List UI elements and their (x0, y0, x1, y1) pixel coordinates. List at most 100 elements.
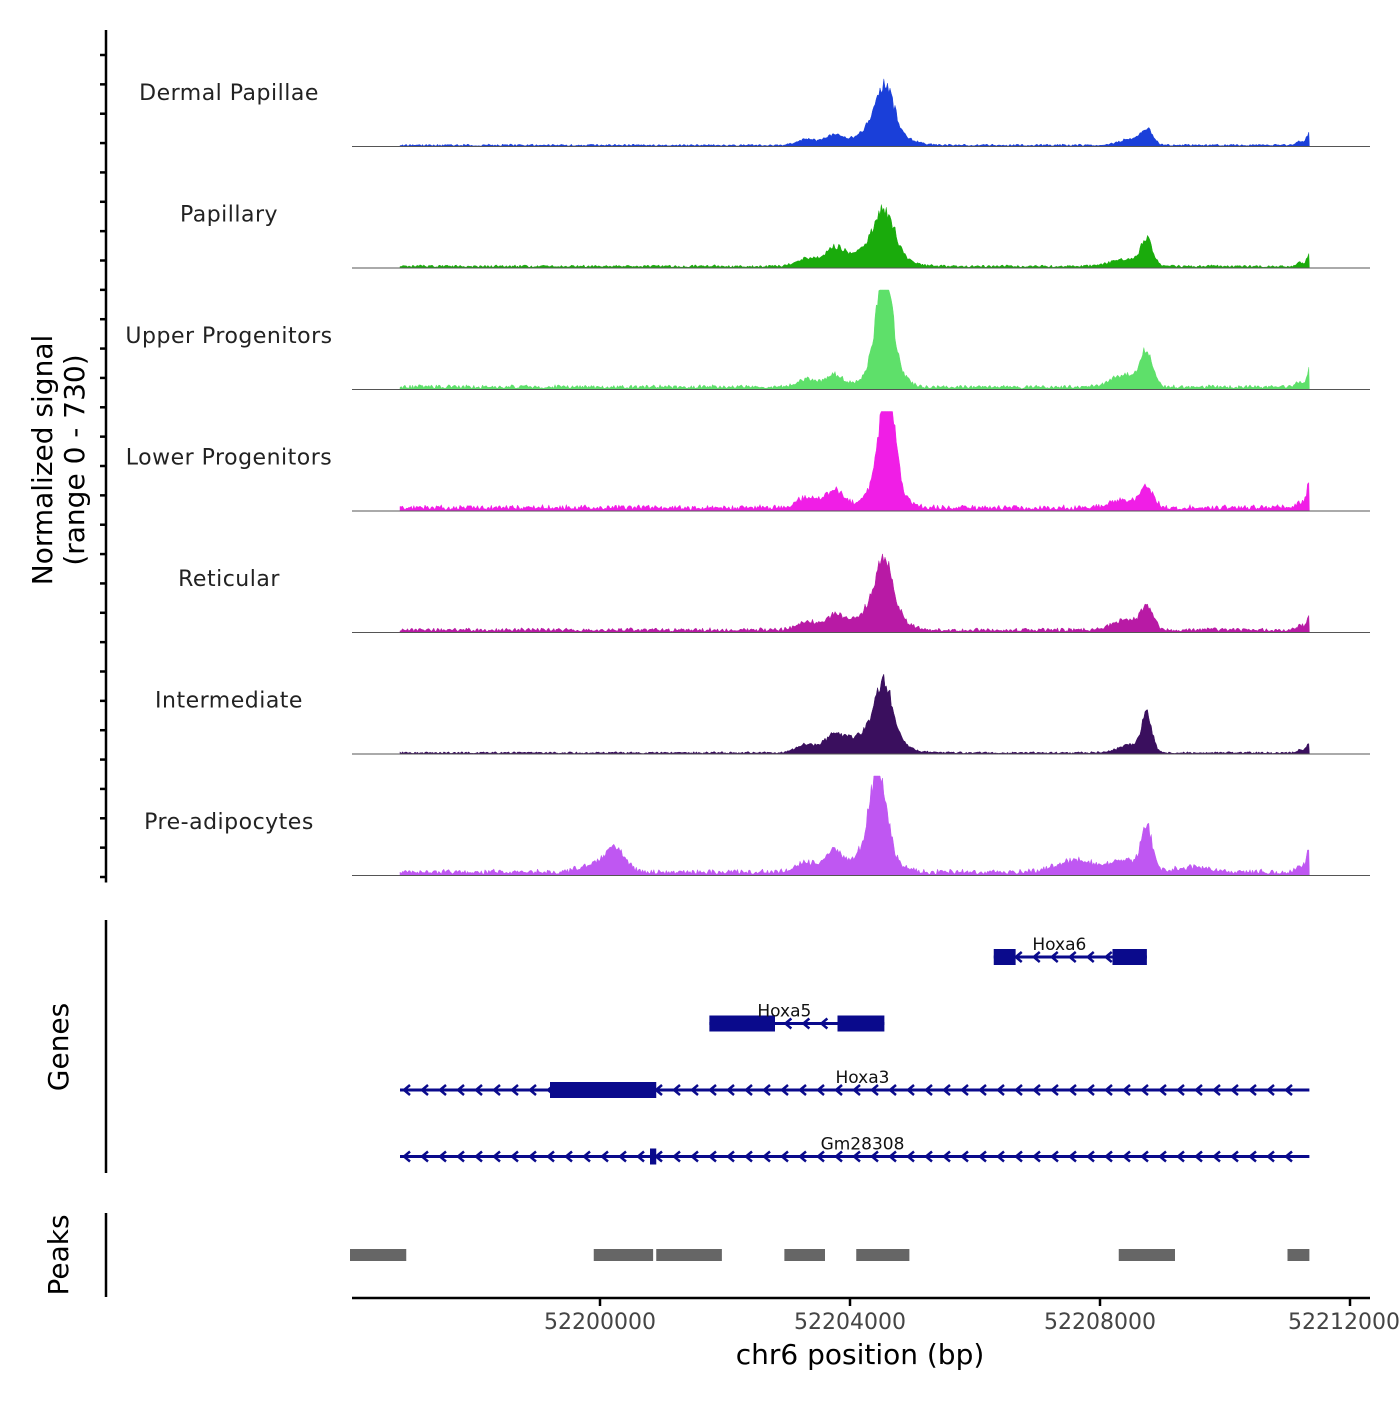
strand-arrow (438, 1084, 447, 1096)
strand-arrow (852, 1150, 861, 1163)
signal-area (399, 775, 1310, 876)
strand-arrow (672, 1150, 681, 1163)
strand-arrow (888, 1084, 897, 1096)
track-intermediate: Intermediate (155, 673, 1370, 755)
strand-arrow (801, 1017, 811, 1030)
strand-arrow (1266, 1084, 1275, 1096)
strand-arrow (672, 1084, 681, 1096)
track-label: Dermal Papillae (139, 81, 319, 106)
strand-arrow (1140, 1084, 1149, 1096)
strand-arrow (924, 1150, 933, 1163)
strand-arrow (762, 1084, 771, 1096)
strand-arrow (1122, 1084, 1131, 1096)
strand-arrow (816, 1084, 825, 1096)
x-tick-label: 52204000 (794, 1310, 906, 1335)
signal-area (399, 78, 1310, 147)
strand-arrow (456, 1084, 465, 1096)
strand-arrow (834, 1150, 843, 1163)
strand-arrow (960, 1084, 969, 1096)
strand-arrow (1014, 1150, 1023, 1163)
strand-arrow (744, 1150, 753, 1163)
strand-arrow (996, 1084, 1005, 1096)
gene-label: Gm28308 (821, 1135, 905, 1155)
strand-arrow (744, 1084, 753, 1096)
strand-arrow (924, 1084, 933, 1096)
gene-hoxa5: Hoxa5 (709, 1002, 885, 1032)
strand-arrow (510, 1150, 519, 1163)
gene-exon (709, 1015, 775, 1032)
gene-hoxa3: Hoxa3 (400, 1068, 1310, 1098)
track-lower-progenitors: Lower Progenitors (126, 411, 1370, 512)
signal-area (399, 673, 1310, 755)
strand-arrow (1085, 951, 1095, 963)
peaks-panel: Peaks (42, 1213, 1310, 1297)
strand-arrow (690, 1150, 699, 1163)
strand-arrow (780, 1150, 789, 1163)
strand-arrow (780, 1084, 789, 1096)
strand-arrow (1248, 1150, 1257, 1163)
strand-arrow (546, 1150, 555, 1163)
gene-hoxa6: Hoxa6 (993, 935, 1147, 965)
strand-arrow (1284, 1084, 1293, 1096)
strand-arrow (420, 1150, 429, 1163)
strand-arrow (762, 1150, 771, 1163)
signal-tracks: Dermal Papillae Papillary Upper Progenitor… (125, 78, 1370, 876)
strand-arrow (906, 1084, 915, 1096)
x-axis: 52200000 52204000 52208000 52212000 chr6 po… (352, 1296, 1400, 1371)
strand-arrow (1284, 1150, 1293, 1163)
strand-arrow (1068, 1150, 1077, 1163)
strand-arrow (1158, 1084, 1167, 1096)
track-label: Pre-adipocytes (144, 810, 314, 835)
strand-arrow (582, 1150, 591, 1163)
strand-arrow (1194, 1084, 1203, 1096)
strand-arrow (783, 1017, 793, 1030)
strand-arrow (816, 1150, 825, 1163)
strand-arrow (798, 1084, 807, 1096)
strand-arrow (456, 1150, 465, 1163)
strand-arrow (1248, 1084, 1257, 1096)
strand-arrow (1176, 1150, 1185, 1163)
strand-arrow (726, 1150, 735, 1163)
strand-arrow (1122, 1150, 1131, 1163)
peak-region (1287, 1249, 1310, 1261)
track-label: Upper Progenitors (125, 324, 332, 349)
track-label: Papillary (180, 203, 278, 228)
peaks-y-label: Peaks (42, 1214, 75, 1295)
x-tick-label: 52212000 (1288, 1310, 1400, 1335)
strand-arrow (819, 1017, 829, 1030)
gene-label: Hoxa5 (757, 1002, 811, 1022)
strand-arrow (1086, 1150, 1095, 1163)
strand-arrow (438, 1150, 447, 1163)
peak-region (350, 1249, 407, 1261)
strand-arrow (1158, 1150, 1167, 1163)
genes-y-label: Genes (42, 1003, 75, 1091)
strand-arrow (852, 1084, 861, 1096)
strand-arrow (870, 1150, 879, 1163)
signal-panel: Dermal Papillae Papillary Upper Progenitor… (26, 30, 1370, 883)
peak-region (656, 1249, 722, 1261)
gene-exon (550, 1082, 657, 1098)
strand-arrow (1230, 1084, 1239, 1096)
strand-arrow (1230, 1150, 1239, 1163)
strand-arrow (942, 1084, 951, 1096)
gene-exon (1112, 949, 1147, 965)
track-papillary: Papillary (180, 203, 1370, 269)
strand-arrow (1032, 1150, 1041, 1163)
x-tick-label: 52200000 (544, 1310, 656, 1335)
track-label: Lower Progenitors (126, 446, 332, 471)
gene-exon (993, 949, 1016, 965)
signal-area (399, 204, 1310, 269)
signal-area (399, 289, 1310, 390)
strand-arrow (402, 1084, 411, 1096)
strand-arrow (1176, 1084, 1185, 1096)
peak-regions (350, 1249, 1310, 1261)
strand-arrow (600, 1150, 609, 1163)
strand-arrow (906, 1150, 915, 1163)
x-ticks: 52200000 52204000 52208000 52212000 (544, 1298, 1400, 1335)
strand-arrow (978, 1084, 987, 1096)
strand-arrow (1086, 1084, 1095, 1096)
strand-arrow (1067, 951, 1077, 963)
strand-arrow (402, 1150, 411, 1163)
